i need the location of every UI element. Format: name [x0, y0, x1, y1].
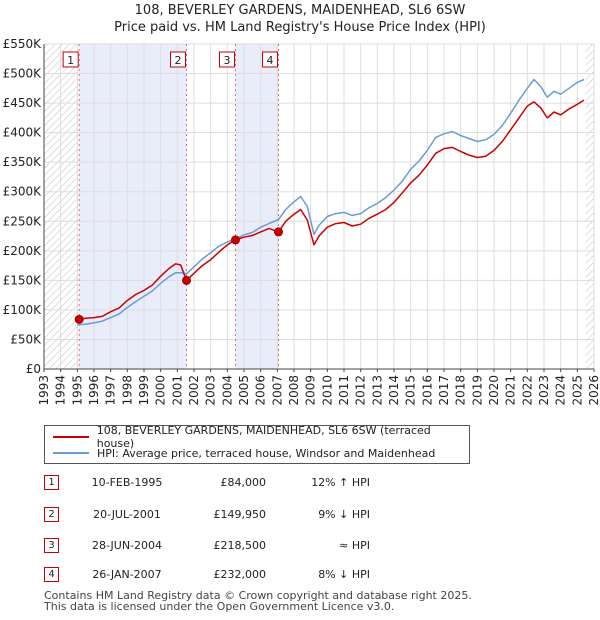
x-tick-label: 2024	[554, 375, 568, 406]
x-tick-label: 2010	[320, 375, 334, 406]
y-tick-label: £150K	[3, 273, 43, 287]
sale-label-box	[219, 51, 235, 68]
hpi-line	[77, 78, 585, 326]
y-tick-label: £100K	[3, 303, 43, 317]
sale-date: 20-JUL-2001	[93, 508, 161, 521]
y-tick-label: £200K	[3, 244, 43, 258]
x-tick-label: 2026	[587, 375, 600, 406]
x-tick-label: 2017	[437, 375, 451, 406]
x-tick-label: 2006	[254, 375, 268, 406]
sale-price: £232,000	[213, 568, 267, 581]
y-tick-label: £250K	[3, 214, 43, 228]
x-tick-label: 2007	[270, 375, 284, 406]
x-tick-label: 2016	[420, 375, 434, 406]
x-tick-label: 2019	[470, 375, 484, 406]
x-tick-label: 2014	[387, 375, 401, 406]
y-tick-label: £500K	[3, 67, 43, 81]
sale-price: £149,950	[213, 508, 267, 521]
legend-swatch-hpi	[53, 452, 89, 454]
no-data-hatch	[585, 44, 594, 369]
sale-label-number: 1	[67, 54, 74, 67]
ownership-shade	[79, 44, 187, 369]
sale-label-box	[262, 51, 278, 68]
sale-row: 3 28-JUN-2004 £218,500 ≈ HPI	[44, 538, 544, 556]
x-tick-label: 1995	[70, 375, 84, 406]
x-tick-label: 2013	[370, 375, 384, 406]
sale-hpi-comparison: 9% ↓ HPI	[318, 508, 370, 521]
x-tick-label: 2000	[154, 375, 168, 406]
sale-row: 2 20-JUL-2001 £149,950 9% ↓ HPI	[44, 507, 544, 525]
x-tick-label: 2015	[404, 375, 418, 406]
sale-price: £84,000	[220, 476, 267, 489]
x-tick-label: 2021	[504, 375, 518, 406]
legend-label-property: 108, BEVERLEY GARDENS, MAIDENHEAD, SL6 6…	[96, 424, 431, 450]
footer-copyright: Contains HM Land Registry data © Crown c…	[44, 589, 472, 602]
y-tick-label: £350K	[3, 155, 43, 169]
ownership-shade	[235, 44, 279, 369]
x-tick-label: 2012	[354, 375, 368, 406]
x-tick-label: 2018	[454, 375, 468, 406]
x-tick-label: 2002	[187, 375, 201, 406]
x-tick-label: 2008	[287, 375, 301, 406]
sale-hpi-comparison: 8% ↓ HPI	[318, 568, 370, 581]
x-tick-label: 2001	[170, 375, 184, 406]
series-group	[77, 78, 585, 326]
sale-hpi-comparison: ≈ HPI	[339, 539, 370, 552]
y-tick-label: £50K	[10, 332, 42, 346]
sale-label-box	[62, 51, 79, 68]
x-tick-label: 1998	[120, 375, 134, 406]
y-tick-label: £0	[26, 362, 41, 376]
x-tick-label: 2009	[304, 375, 318, 406]
legend-label-hpi: HPI: Average price, terraced house, Wind…	[97, 446, 436, 460]
footer: Contains HM Land Registry data © Crown c…	[44, 590, 472, 612]
x-tick-label: 2004	[220, 375, 234, 406]
sale-number-badge: 4	[44, 567, 59, 582]
sale-date: 10-FEB-1995	[91, 476, 163, 489]
sale-date: 28-JUN-2004	[91, 539, 163, 552]
x-tick-label: 1993	[37, 375, 51, 406]
x-tick-label: 1997	[104, 375, 118, 406]
sale-label-number: 2	[175, 54, 182, 67]
y-tick-label: £300K	[3, 185, 43, 199]
sale-number-badge: 3	[44, 538, 59, 553]
chart-subtitle: Price paid vs. HM Land Registry's House …	[114, 20, 486, 35]
x-tick-label: 2025	[570, 375, 584, 406]
sale-label-box	[170, 51, 186, 68]
sale-number-badge: 2	[44, 507, 59, 522]
sale-label-number: 3	[224, 54, 231, 67]
x-tick-label: 2003	[204, 375, 218, 406]
sale-marker	[74, 314, 84, 324]
sale-price: £218,500	[213, 539, 267, 552]
x-tick-label: 2020	[487, 375, 501, 406]
sale-number-badge: 1	[44, 475, 59, 490]
sale-marker	[231, 235, 240, 245]
x-tick-label: 2005	[237, 375, 251, 406]
sale-marker	[182, 275, 191, 285]
x-tick-label: 2023	[537, 375, 551, 406]
sale-marker	[274, 227, 283, 237]
legend-swatch-property	[53, 436, 89, 438]
chart-title: 108, BEVERLEY GARDENS, MAIDENHEAD, SL6 6…	[134, 3, 466, 18]
x-tick-label: 1999	[137, 375, 151, 406]
x-tick-label: 2022	[520, 375, 534, 406]
property-price-line	[79, 99, 585, 321]
y-tick-label: £450K	[3, 96, 43, 110]
x-tick-label: 2011	[337, 375, 351, 406]
legend-item-hpi: HPI: Average price, terraced house, Wind…	[53, 445, 435, 461]
price-chart: £0 £50K £100K £150K £200K £250K £300K £350K £400…	[3, 37, 600, 406]
x-tick-label: 1996	[87, 375, 101, 406]
footer-licence: This data is licensed under the Open Gov…	[44, 600, 395, 613]
x-tick-label: 1994	[54, 375, 68, 406]
legend: 108, BEVERLEY GARDENS, MAIDENHEAD, SL6 6…	[44, 424, 470, 464]
sale-row: 4 26-JAN-2007 £232,000 8% ↓ HPI	[44, 567, 544, 585]
legend-item-property: 108, BEVERLEY GARDENS, MAIDENHEAD, SL6 6…	[53, 424, 469, 450]
sale-label-number: 4	[267, 54, 274, 67]
y-tick-label: £550K	[3, 37, 43, 51]
y-tick-label: £400K	[3, 126, 43, 140]
sale-date: 26-JAN-2007	[92, 568, 162, 581]
sale-hpi-comparison: 12% ↑ HPI	[311, 476, 370, 489]
sale-row: 1 10-FEB-1995 £84,000 12% ↑ HPI	[44, 475, 544, 493]
